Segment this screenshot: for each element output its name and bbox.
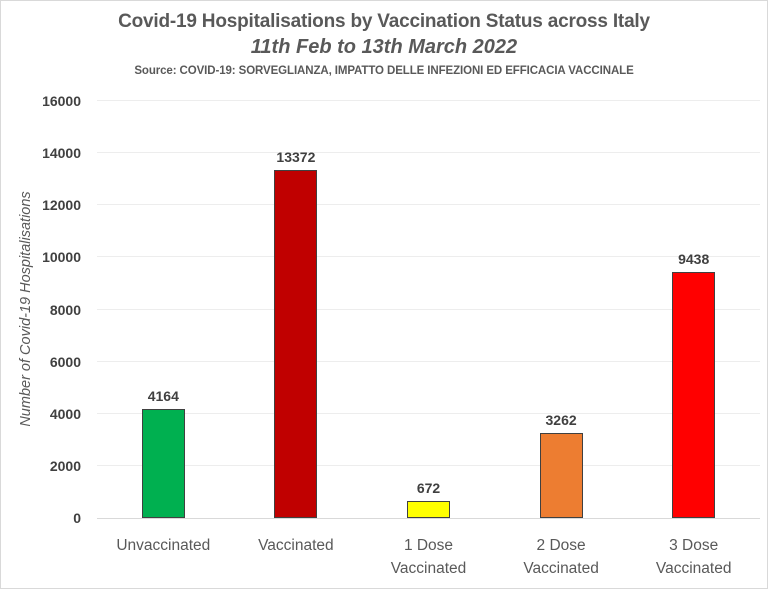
x-axis-label-3-dose-vaccinated: 3 Dose Vaccinated [655,537,732,577]
x-axis-label-2-dose-vaccinated: 2 Dose Vaccinated [523,537,599,577]
bar-vaccinated[interactable] [274,169,318,518]
y-tick-label: 2000 [49,457,81,474]
x-axis-label-vaccinated: Vaccinated [258,537,334,554]
bar-value-label-2-dose-vaccinated: 3262 [545,411,577,428]
gridline [97,360,760,362]
y-tick-label: 14000 [42,145,81,162]
bar-2-dose-vaccinated[interactable] [539,432,583,518]
gridline [97,412,760,414]
gridline [97,464,760,466]
chart-title: Covid-19 Hospitalisations by Vaccination… [118,11,650,32]
gridline [97,100,760,101]
chart-subtitle: 11th Feb to 13th March 2022 [250,36,518,58]
bar-value-label-3-dose-vaccinated: 9438 [678,251,710,268]
bar-value-label-1-dose-vaccinated: 672 [416,479,441,496]
x-axis-label-1-dose-vaccinated: 1 Dose Vaccinated [390,537,467,577]
y-tick-label: 8000 [49,301,81,318]
gridline [97,204,760,206]
y-tick-label: 0 [73,510,81,526]
bar-1-dose-vaccinated[interactable] [407,500,450,518]
y-tick-label: 12000 [42,197,81,214]
y-tick-label: 16000 [42,93,81,109]
x-axis-label-unvaccinated: Unvaccinated [116,537,211,554]
bar-value-label-unvaccinated: 4164 [147,388,179,405]
gridline [97,256,760,258]
gridline [97,308,760,310]
chart-header: Covid-19 Hospitalisations by Vaccination… [1,9,767,77]
bar-value-label-vaccinated: 13372 [276,148,316,165]
y-tick-label: 4000 [49,405,81,422]
y-tick-label: 6000 [49,353,81,370]
y-tick-label: 10000 [42,249,81,266]
x-axis-line [97,518,760,519]
bar-3-dose-vaccinated[interactable] [672,272,716,518]
plot-area: 4164 13372 672 3262 9438 [97,100,760,519]
gridline [97,152,760,154]
x-axis-labels: Unvaccinated Vaccinated 1 Dose Vaccinated 2… [1,534,767,586]
chart-source-note: Source: COVID-19: SORVEGLIANZA, IMPATTO … [134,65,634,77]
bar-unvaccinated[interactable] [141,409,185,518]
